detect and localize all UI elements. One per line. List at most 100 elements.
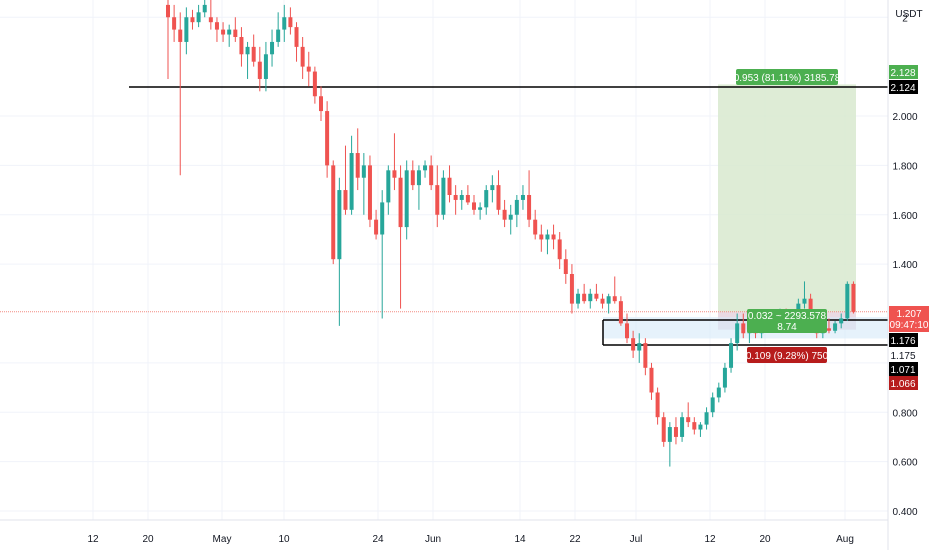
candle <box>484 185 489 215</box>
candle <box>465 185 470 205</box>
candle <box>533 209 538 240</box>
candle <box>257 46 262 92</box>
candle <box>294 22 299 62</box>
candle-body <box>545 234 550 240</box>
candle <box>282 4 287 42</box>
candle <box>594 283 599 302</box>
time-tick-label: Aug <box>836 534 854 545</box>
candle <box>374 209 379 240</box>
candle-body <box>270 41 275 55</box>
time-tick-label: 12 <box>704 534 716 545</box>
candle-body <box>490 185 495 191</box>
candle <box>582 283 587 304</box>
stop-label-box <box>747 347 827 363</box>
candle-body <box>239 37 244 55</box>
candle <box>410 160 415 191</box>
candle <box>539 224 544 252</box>
time-axis[interactable]: 12 20 May 10 24 Jun 14 22 Jul 12 20 Aug <box>87 534 853 545</box>
stop-label-text: 0.109 (9.28%) 750 <box>746 351 829 362</box>
time-tick-label: 24 <box>372 534 384 545</box>
candle-body <box>429 165 434 186</box>
candle-body <box>655 392 660 418</box>
candle-body <box>331 165 336 260</box>
time-tick-label: May <box>213 534 232 545</box>
candle-body <box>312 71 317 97</box>
candle <box>490 175 495 203</box>
candle <box>698 422 703 437</box>
time-tick-label: 12 <box>87 534 99 545</box>
candle-body <box>569 274 574 304</box>
candle-body <box>839 318 844 324</box>
candle <box>600 293 605 309</box>
price-badges: 2.128 2.124 1.176 1.175 1.071 1.066 1.20709:47… <box>889 65 929 390</box>
candle <box>441 170 446 220</box>
candle-body <box>349 153 354 210</box>
candle <box>312 66 317 104</box>
candle-body <box>625 323 629 339</box>
candle <box>722 362 727 393</box>
candle-body <box>637 343 642 351</box>
candle-body <box>735 323 740 344</box>
price-badge-label: 2.128 <box>890 68 915 79</box>
risk-reward-box <box>747 309 827 333</box>
candle <box>196 4 201 28</box>
candle-body <box>686 417 691 423</box>
price-badge-label: 2.124 <box>890 83 915 94</box>
last-price-value: 1.207 <box>896 309 921 320</box>
candle-body <box>618 301 623 324</box>
time-tick-label: 20 <box>759 534 771 545</box>
candle <box>319 86 323 121</box>
candle <box>288 7 293 35</box>
candle-body <box>392 170 397 178</box>
candle <box>166 0 170 79</box>
candle <box>557 232 562 270</box>
candle-body <box>337 190 342 260</box>
candle <box>839 313 844 329</box>
candle <box>367 155 372 228</box>
price-badge <box>889 362 918 376</box>
price-tick-label: 1.600 <box>892 211 917 222</box>
candle-body <box>251 46 256 62</box>
candle-body <box>729 343 734 368</box>
candle-body <box>698 424 703 430</box>
price-badge-label: 1.066 <box>890 379 915 390</box>
candle <box>692 417 697 435</box>
candle-body <box>319 96 323 112</box>
candle-body <box>741 323 746 334</box>
candle <box>655 387 660 425</box>
candle <box>710 392 715 418</box>
candle-body <box>367 165 372 220</box>
candle <box>612 276 617 304</box>
candle <box>221 22 226 42</box>
price-badge-label: 1.175 <box>890 351 915 362</box>
candle <box>202 0 207 18</box>
candle-body <box>845 283 850 319</box>
candle-body <box>288 17 293 28</box>
candle-body <box>190 17 195 23</box>
candle <box>826 318 831 334</box>
candle-body <box>221 29 226 35</box>
candle-body <box>276 29 281 42</box>
candle <box>263 41 268 92</box>
candle <box>429 155 434 191</box>
candle <box>337 177 342 326</box>
candle <box>472 195 476 215</box>
time-tick-label: 10 <box>278 534 290 545</box>
candle <box>673 417 678 445</box>
candle <box>447 165 452 203</box>
candle <box>514 195 519 228</box>
candle-body <box>300 46 305 67</box>
risk-reward-line2: 8.74 <box>777 322 797 333</box>
candle <box>520 185 525 210</box>
candle <box>300 37 305 79</box>
candle <box>735 313 740 351</box>
candle-body <box>520 195 525 200</box>
candle-body <box>227 29 232 35</box>
candle-body <box>166 4 170 18</box>
candle-body <box>172 17 177 30</box>
candle-body <box>233 29 238 37</box>
candle-body <box>649 367 654 393</box>
candle-body <box>576 293 581 304</box>
time-tick-label: 20 <box>142 534 154 545</box>
